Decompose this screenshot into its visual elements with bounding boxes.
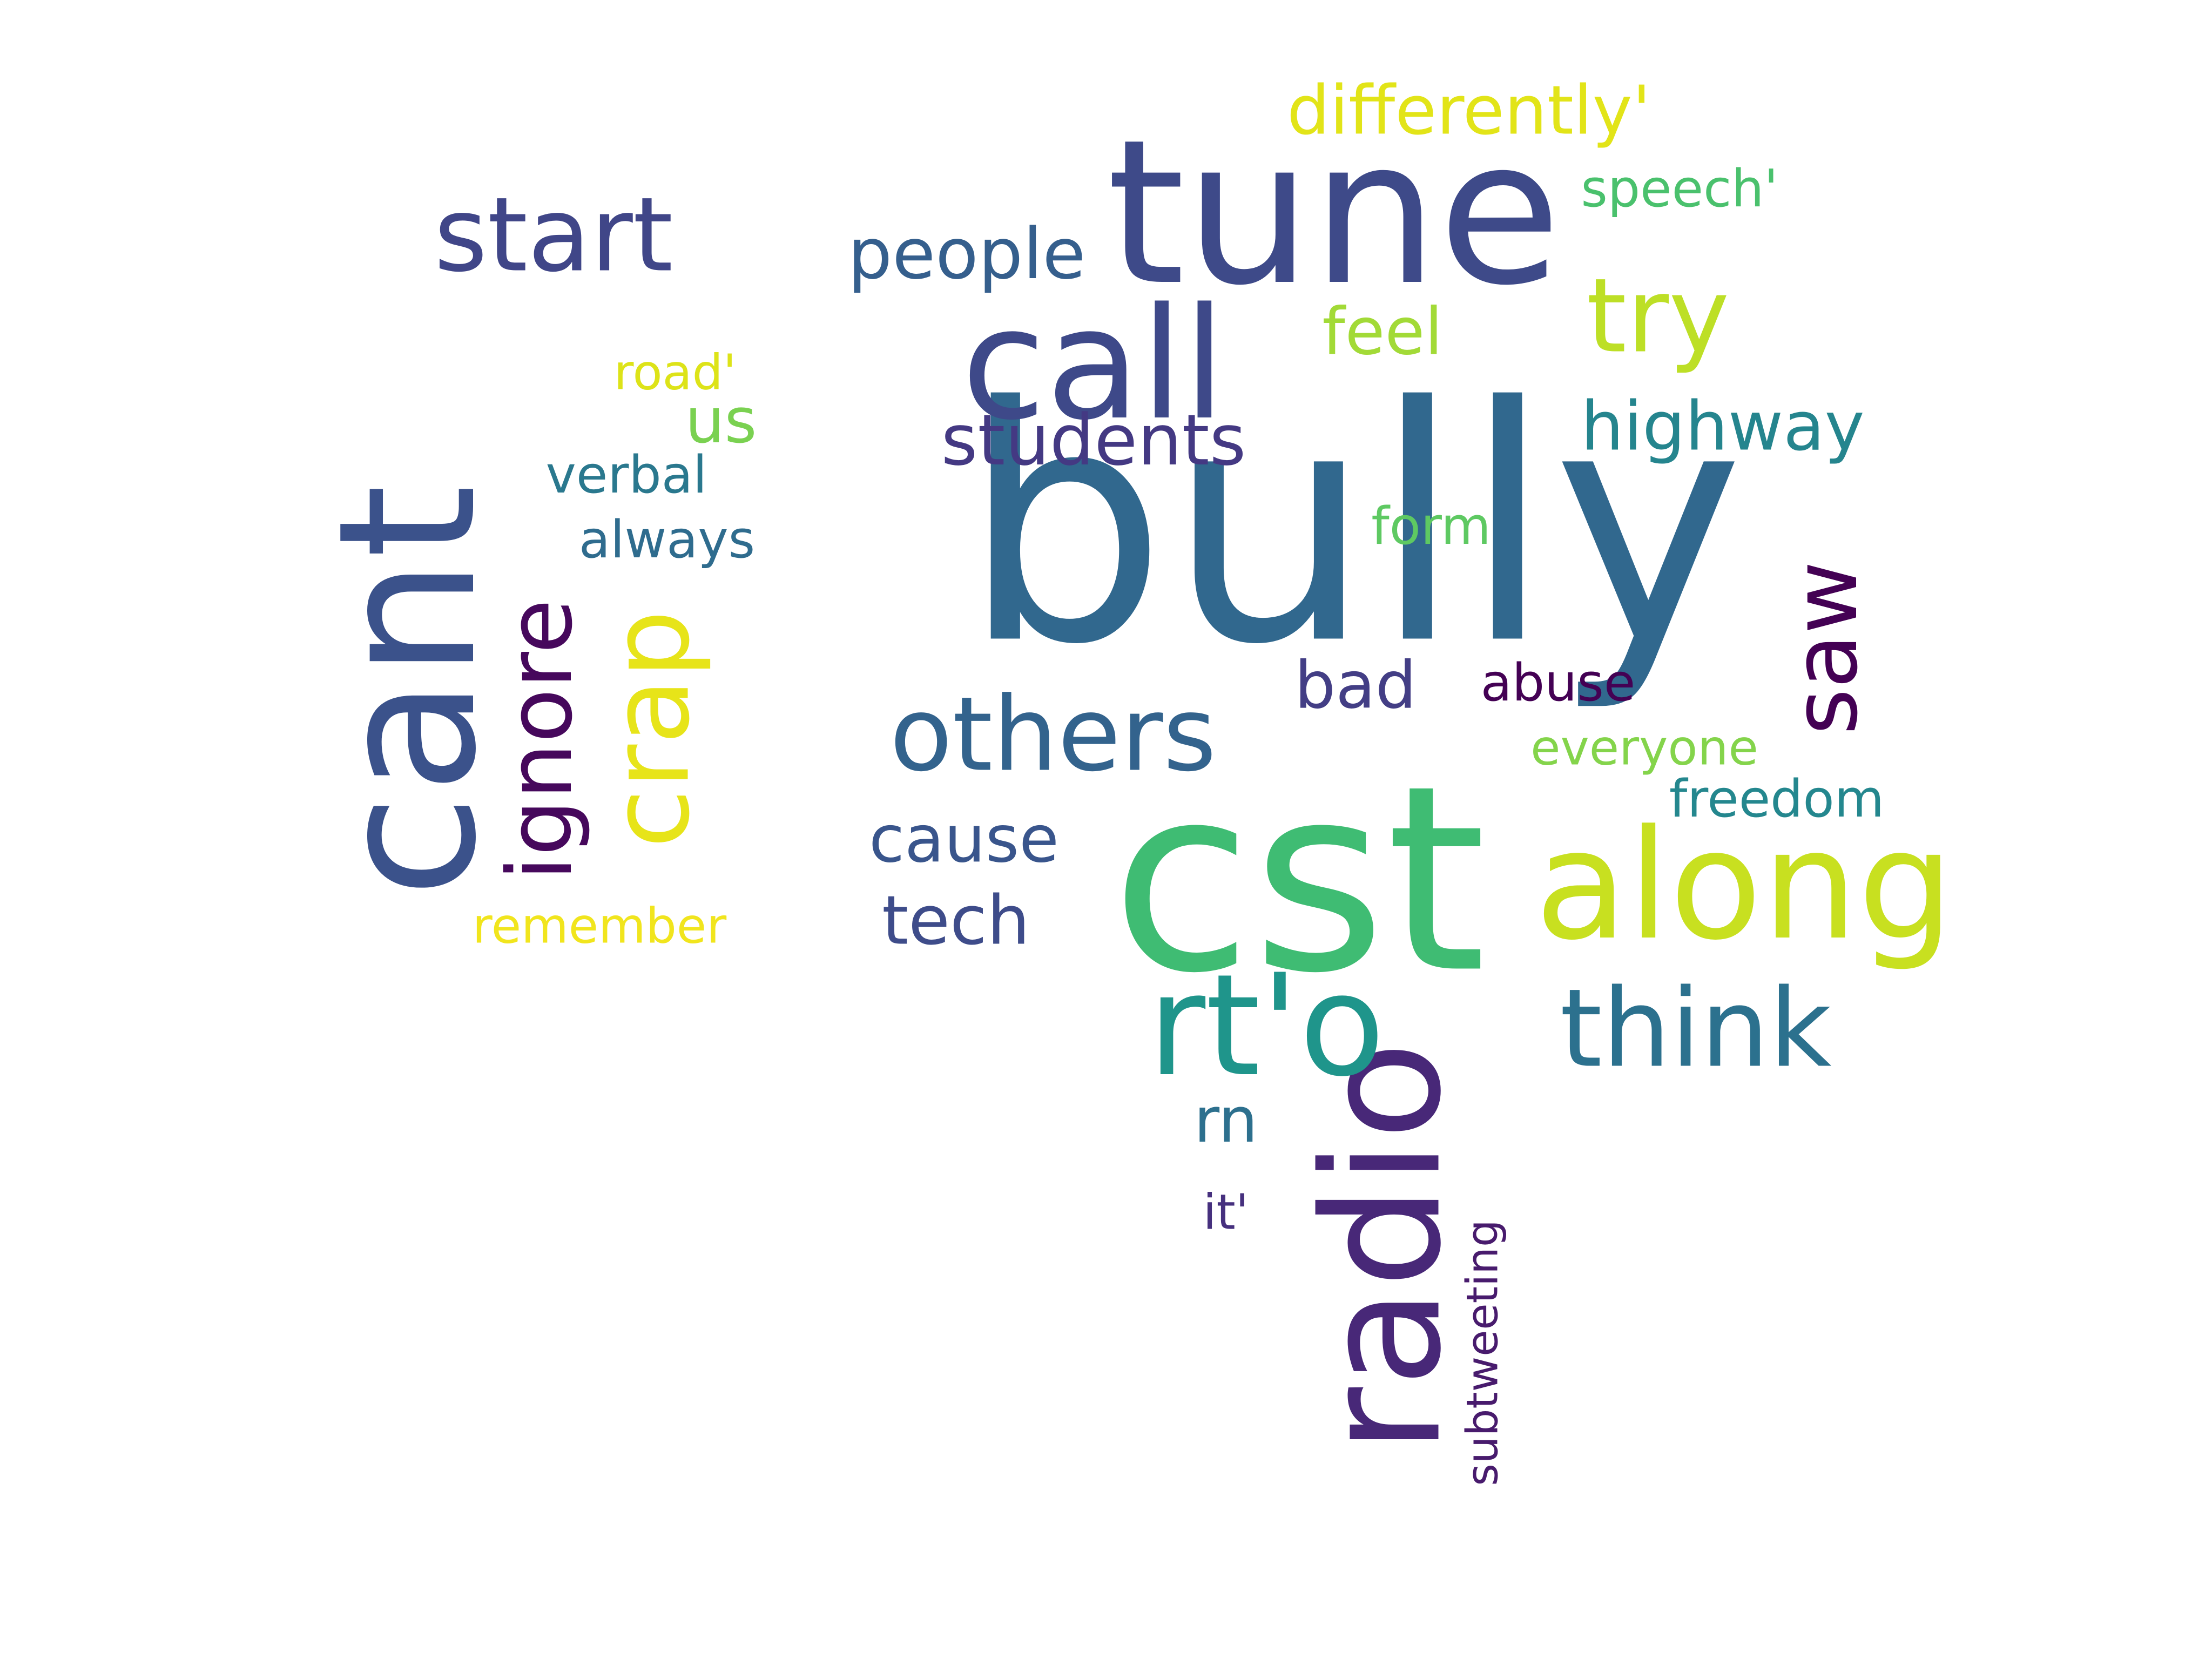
word-22: bad	[1294, 649, 1417, 724]
word-26: always	[579, 510, 755, 570]
word-10: think	[1560, 966, 1832, 1092]
word-29: abuse	[1481, 653, 1636, 713]
word-16: highway	[1581, 388, 1864, 466]
word-23: us	[685, 385, 757, 457]
word-11: try	[1586, 257, 1729, 376]
word-24: rn	[1194, 1084, 1258, 1157]
word-9: start	[434, 176, 673, 295]
word-25: verbal	[546, 446, 707, 505]
word-20: tech	[882, 882, 1030, 960]
word-1: cst	[1111, 731, 1487, 1030]
word-17: people	[848, 213, 1086, 295]
word-27: speech'	[1581, 159, 1778, 219]
word-14: saw	[1773, 561, 1877, 735]
word-12: crap	[588, 610, 714, 848]
word-3: radio	[1289, 1041, 1477, 1454]
word-6: call	[961, 275, 1226, 454]
word-4: cant	[298, 484, 518, 898]
word-5: along	[1535, 798, 1954, 974]
word-15: students	[941, 399, 1246, 481]
word-13: ignore	[488, 599, 592, 881]
word-35: subtweeting	[1458, 1219, 1508, 1486]
word-30: everyone	[1530, 720, 1758, 777]
word-21: feel	[1322, 295, 1442, 370]
word-7: rt'o	[1148, 945, 1385, 1108]
word-33: remember	[473, 898, 727, 955]
word-19: cause	[869, 802, 1059, 878]
word-8: others	[889, 675, 1216, 794]
word-0: bully	[961, 338, 1744, 716]
word-31: freedom	[1669, 770, 1884, 829]
word-18: differently'	[1287, 72, 1651, 150]
word-2: tune	[1107, 97, 1561, 329]
word-28: form	[1371, 497, 1491, 556]
word-34: it'	[1203, 1184, 1249, 1241]
word-32: road'	[613, 345, 736, 401]
